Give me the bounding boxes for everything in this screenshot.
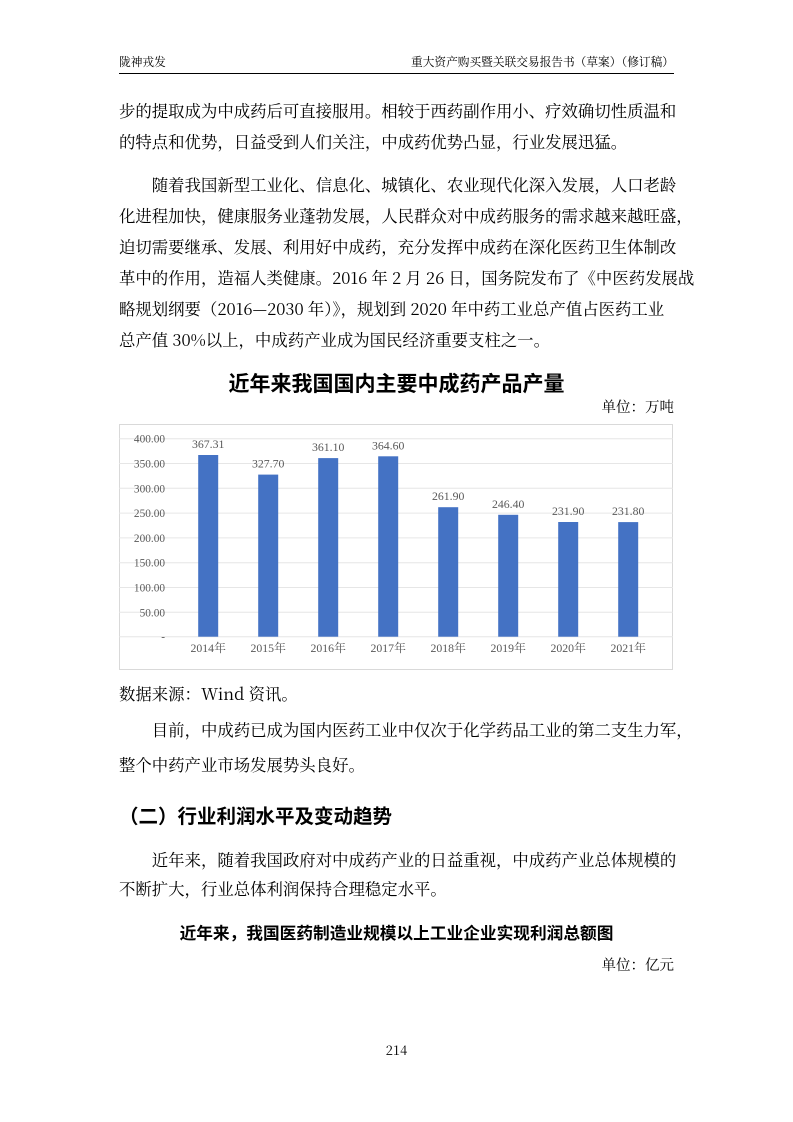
svg-text:350.00: 350.00 [134, 459, 165, 471]
svg-text:361.10: 361.10 [312, 440, 345, 454]
svg-text:100.00: 100.00 [134, 583, 165, 595]
svg-text:200.00: 200.00 [134, 533, 165, 545]
svg-text:2021年: 2021年 [610, 641, 646, 655]
svg-text:150.00: 150.00 [134, 558, 165, 570]
svg-text:400.00: 400.00 [134, 434, 165, 446]
svg-text:327.70: 327.70 [252, 457, 285, 471]
svg-text:246.40: 246.40 [492, 497, 525, 511]
svg-text:2020年: 2020年 [550, 641, 586, 655]
svg-text:2018年: 2018年 [430, 641, 466, 655]
svg-text:2019年: 2019年 [490, 641, 526, 655]
svg-text:364.60: 364.60 [372, 438, 405, 452]
svg-text:-: - [161, 632, 165, 644]
svg-text:2015年: 2015年 [250, 641, 286, 655]
svg-text:50.00: 50.00 [140, 607, 166, 619]
svg-text:231.80: 231.80 [612, 504, 645, 518]
svg-text:2016年: 2016年 [310, 641, 346, 655]
svg-text:300.00: 300.00 [134, 483, 165, 495]
svg-text:231.90: 231.90 [552, 504, 585, 518]
svg-text:2014年: 2014年 [190, 641, 226, 655]
svg-text:250.00: 250.00 [134, 508, 165, 520]
svg-text:2017年: 2017年 [370, 641, 406, 655]
svg-text:261.90: 261.90 [432, 489, 465, 503]
svg-text:367.31: 367.31 [192, 437, 225, 451]
